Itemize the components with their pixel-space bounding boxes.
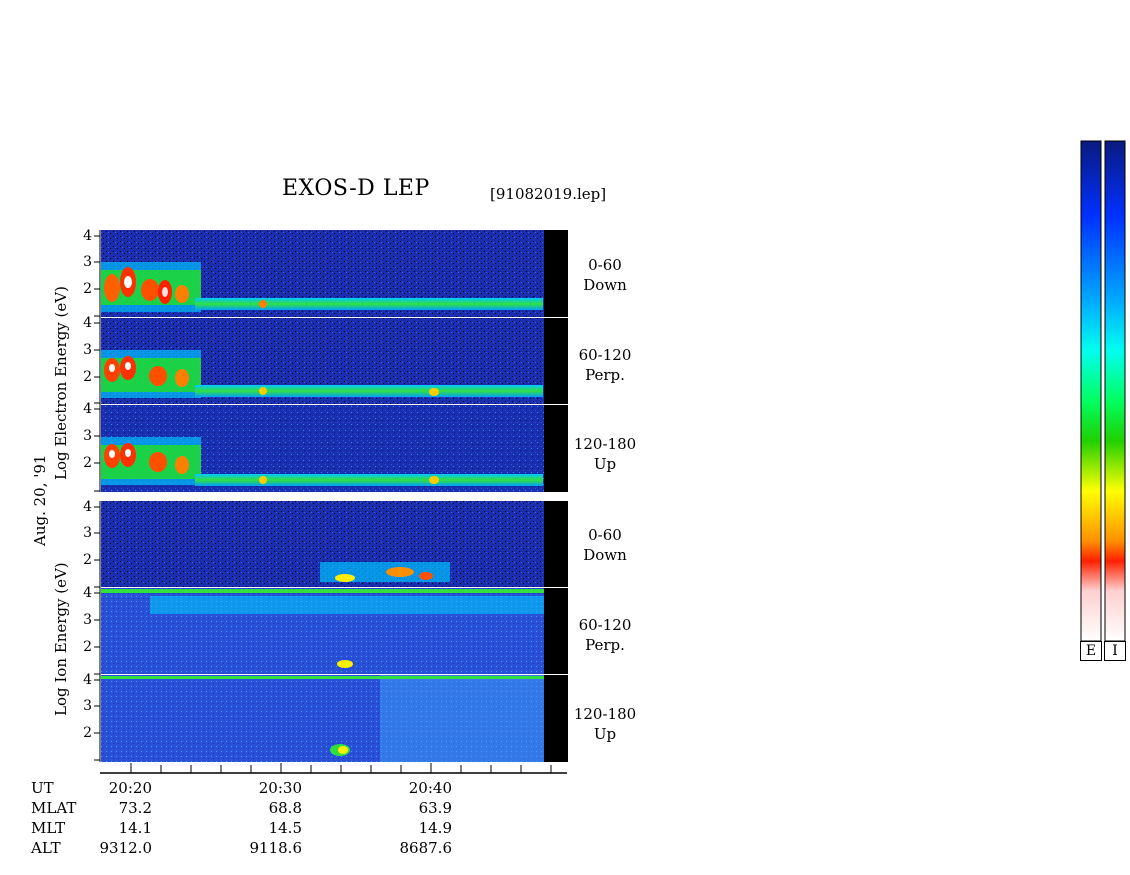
- y-tick: 2: [83, 455, 92, 471]
- y-tick-marks: [94, 235, 100, 761]
- electron-panel-perp: [101, 318, 568, 404]
- ion-ylabel: Log Ion Energy (eV): [52, 562, 70, 716]
- y-tick: 3: [83, 254, 92, 270]
- colorbar-label-electron: E: [1080, 641, 1102, 661]
- row-label-ut: UT: [31, 779, 54, 797]
- x-ticks: [130, 763, 552, 773]
- y-tick: 4: [83, 401, 92, 417]
- ion-panel-down: [101, 501, 568, 587]
- electron-panel-up: [101, 405, 568, 492]
- ut-value: 20:20: [108, 779, 152, 797]
- y-tick: 3: [83, 698, 92, 714]
- pitch-label-electron-perp: 60-120 Perp.: [578, 346, 632, 384]
- mlat-value: 63.9: [418, 799, 452, 817]
- mlt-value: 14.9: [418, 819, 452, 837]
- ion-panel-perp: [101, 588, 568, 674]
- pitch-label-ion-perp: 60-120 Perp.: [578, 616, 632, 654]
- ut-value: 20:40: [408, 779, 452, 797]
- y-tick: 2: [83, 639, 92, 655]
- y-tick: 4: [83, 672, 92, 688]
- pitch-label-electron-up: 120-180 Up: [573, 435, 637, 473]
- y-tick: 2: [83, 281, 92, 297]
- y-tick: 3: [83, 525, 92, 541]
- ion-panel-up: [101, 675, 568, 762]
- row-label-mlt: MLT: [31, 819, 66, 837]
- mlt-value: 14.1: [118, 819, 152, 837]
- colorbar-electron: [1080, 140, 1102, 642]
- y-tick: 4: [83, 585, 92, 601]
- y-tick: 4: [83, 228, 92, 244]
- pitch-label-ion-down: 0-60 Down: [583, 526, 627, 564]
- y-tick: 2: [83, 369, 92, 385]
- y-tick: 2: [83, 552, 92, 568]
- row-label-alt: ALT: [31, 839, 61, 857]
- y-tick: 3: [83, 428, 92, 444]
- electron-panel-down: [101, 230, 568, 317]
- pitch-label-electron-down: 0-60 Down: [583, 256, 627, 294]
- date-label: Aug. 20, '91: [31, 454, 49, 546]
- alt-value: 9118.6: [249, 839, 303, 857]
- y-tick: 3: [83, 612, 92, 628]
- mlat-value: 68.8: [268, 799, 302, 817]
- y-tick: 4: [83, 499, 92, 515]
- mlt-value: 14.5: [268, 819, 302, 837]
- mlat-value: 73.2: [118, 799, 152, 817]
- pitch-label-ion-up: 120-180 Up: [573, 705, 637, 743]
- row-label-mlat: MLAT: [31, 799, 77, 817]
- colorbar-label-ion: I: [1104, 641, 1126, 661]
- alt-value: 8687.6: [399, 839, 453, 857]
- y-tick: 4: [83, 315, 92, 331]
- y-tick: 2: [83, 725, 92, 741]
- electron-ylabel: Log Electron Energy (eV): [52, 286, 70, 480]
- ut-value: 20:30: [258, 779, 302, 797]
- colorbar-ion: [1104, 140, 1126, 642]
- alt-value: 9312.0: [99, 839, 153, 857]
- file-name: [91082019.lep]: [490, 185, 607, 203]
- y-tick: 3: [83, 342, 92, 358]
- chart-title: EXOS-D LEP: [282, 176, 430, 201]
